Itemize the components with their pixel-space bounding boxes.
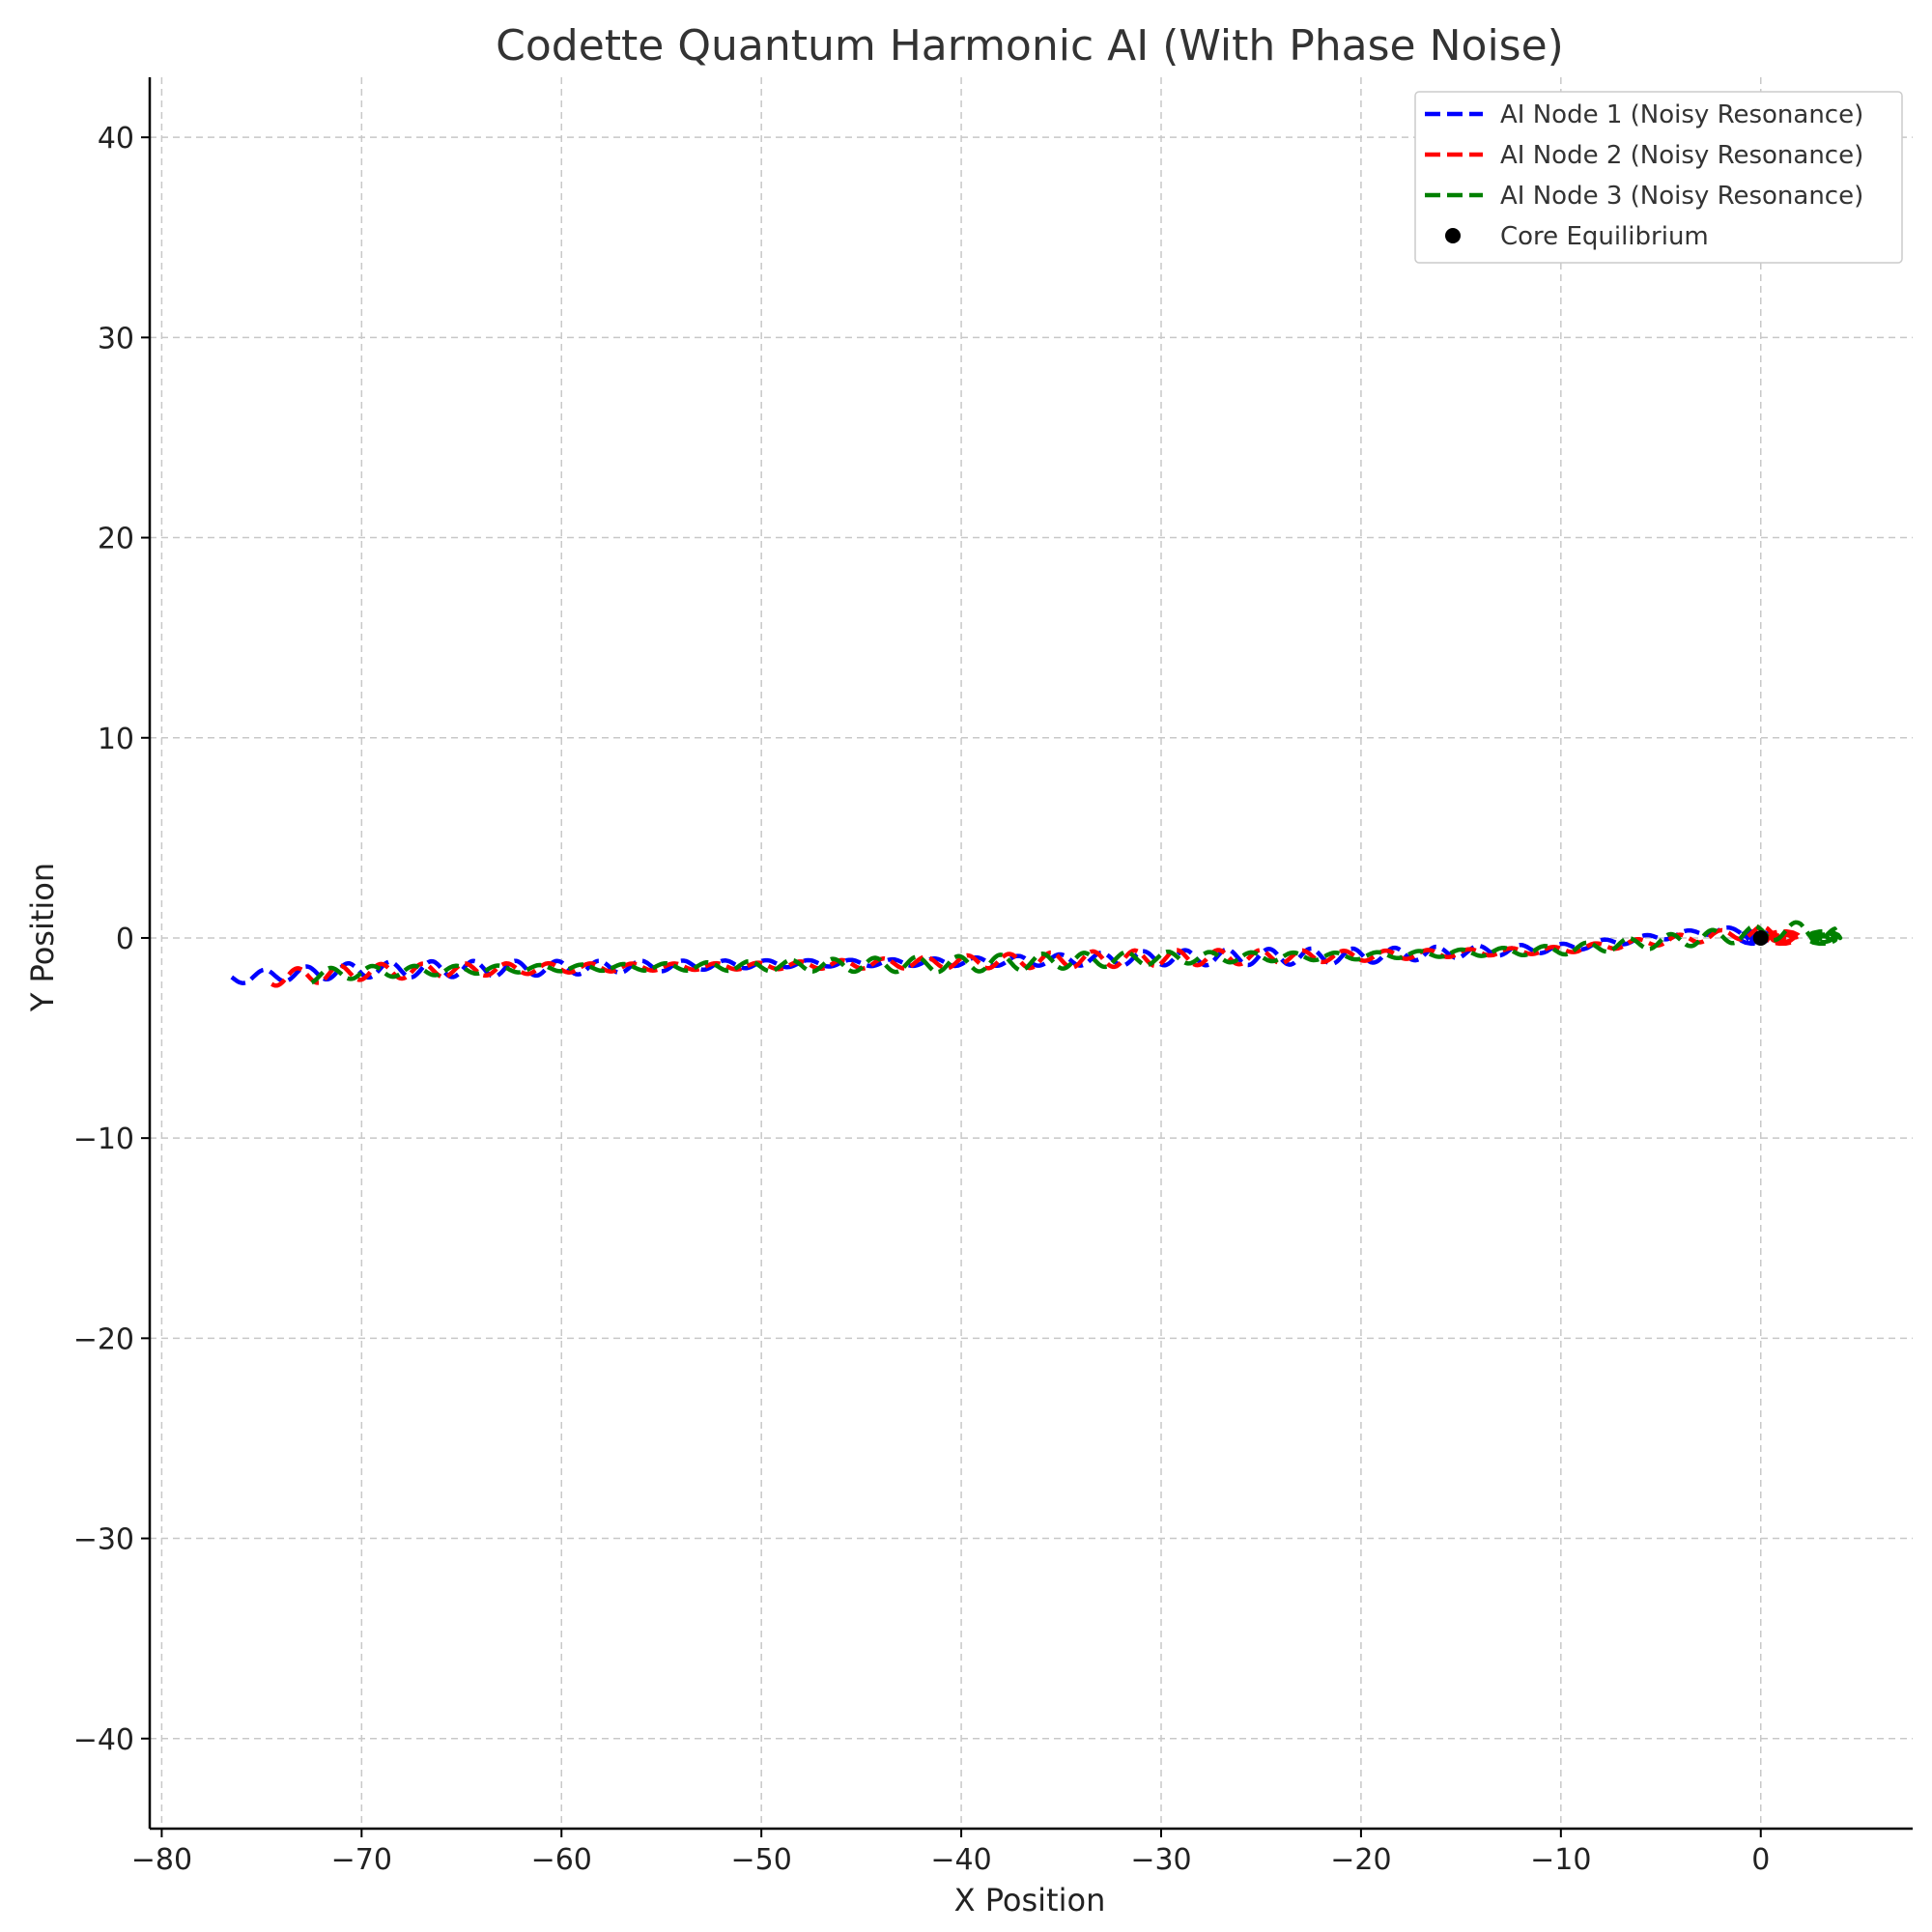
- legend-box: [1414, 91, 1903, 264]
- axes: [148, 77, 1913, 1831]
- core-equilibrium-point: [1752, 929, 1769, 946]
- x-tick-label: −80: [131, 1843, 192, 1877]
- legend: AI Node 1 (Noisy Resonance) AI Node 2 (No…: [1414, 91, 1903, 264]
- x-tick-label: −60: [531, 1843, 592, 1877]
- x-tick-label: 0: [1751, 1843, 1770, 1877]
- legend-marker-core: [1445, 228, 1461, 243]
- y-tick-label: 10: [98, 723, 134, 756]
- x-tick-label: −20: [1330, 1843, 1391, 1877]
- x-axis-label: X Position: [954, 1882, 1106, 1918]
- legend-entry-label: AI Node 2 (Noisy Resonance): [1500, 141, 1863, 170]
- legend-entry-label: AI Node 3 (Noisy Resonance): [1500, 182, 1863, 211]
- y-tick-label: 0: [116, 923, 134, 956]
- series-line-node-2: [270, 923, 1803, 988]
- series-line-node-3: [310, 920, 1843, 985]
- y-tick-label: −30: [73, 1523, 134, 1557]
- chart-title: Codette Quantum Harmonic AI (With Phase …: [496, 21, 1564, 71]
- y-tick-label: −20: [73, 1322, 134, 1356]
- legend-entry-label: AI Node 1 (Noisy Resonance): [1500, 100, 1863, 129]
- legend-entry-label: Core Equilibrium: [1500, 222, 1709, 251]
- x-tick-label: −50: [731, 1843, 792, 1877]
- y-tick-label: 40: [98, 122, 134, 156]
- y-axis-label: Y Position: [24, 863, 61, 1012]
- x-tick-label: −40: [930, 1843, 991, 1877]
- x-tick-label: −10: [1530, 1843, 1591, 1877]
- grid: [150, 77, 1913, 1829]
- y-tick-label: −40: [73, 1723, 134, 1757]
- y-tick-label: 30: [98, 322, 134, 355]
- series-layer: [230, 920, 1843, 988]
- y-tick-label: −10: [73, 1122, 134, 1156]
- x-tick-label: −70: [331, 1843, 392, 1877]
- x-tick-label: −30: [1130, 1843, 1191, 1877]
- ticks: −80 −70 −60 −50 −40 −30 −20 −10 0 −40 −30 −20 −10 0 10…: [73, 122, 1771, 1877]
- y-tick-label: 20: [98, 523, 134, 556]
